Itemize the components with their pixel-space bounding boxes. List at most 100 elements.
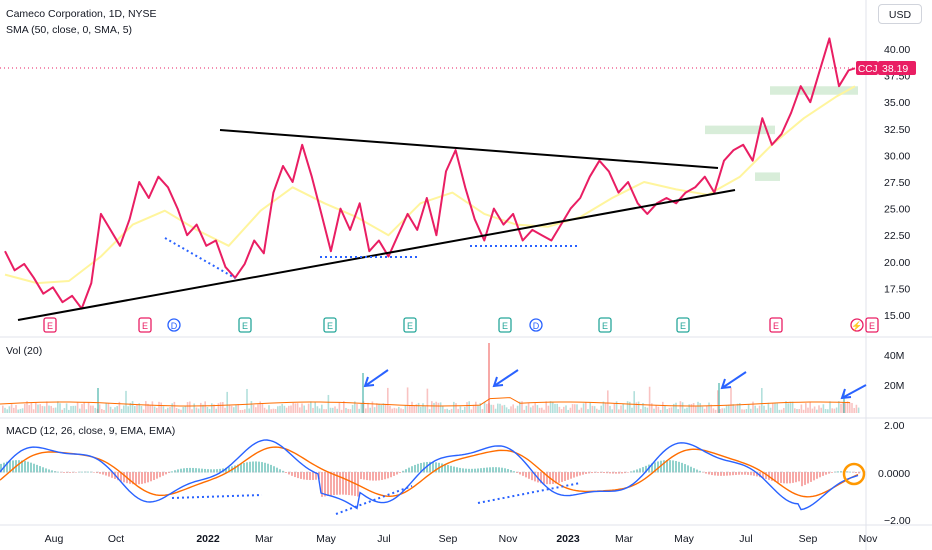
annotation-arrow <box>493 369 519 387</box>
event-badge-earnings_green[interactable]: E <box>676 317 690 333</box>
macd-histogram-bar <box>801 472 803 487</box>
macd-title: MACD (12, 26, close, 9, EMA, EMA) <box>6 425 175 437</box>
volume-bar <box>758 405 761 413</box>
volume-bar <box>532 405 534 413</box>
macd-histogram-bar <box>636 469 638 473</box>
event-badge-earnings_red[interactable]: E <box>138 317 152 333</box>
macd-histogram-bar <box>471 468 473 473</box>
volume-bar <box>809 401 811 413</box>
event-badge-earnings_green[interactable]: E <box>238 317 252 333</box>
macd-histogram-bar <box>786 472 788 484</box>
macd-histogram-bar <box>276 467 278 473</box>
event-badge-earnings_outline[interactable]: E <box>865 317 879 333</box>
volume-bar <box>314 401 316 413</box>
macd-histogram-bar <box>747 472 749 475</box>
volume-bar <box>633 391 635 413</box>
event-badge-earnings_green[interactable]: E <box>403 317 417 333</box>
macd-histogram-bar <box>408 467 410 473</box>
volume-bar <box>631 407 633 413</box>
volume-bar <box>325 409 327 413</box>
price-tick-label: 32.50 <box>884 124 910 136</box>
volume-bar <box>189 401 191 413</box>
event-badges[interactable]: E E D E E E E D E E E ⚡ E <box>43 317 879 333</box>
volume-bar <box>202 404 204 413</box>
macd-histogram-bar <box>519 472 521 475</box>
macd-histogram-bar <box>588 472 590 474</box>
currency-button[interactable]: USD <box>878 4 922 24</box>
macd-histogram-bar <box>717 472 719 476</box>
price-tick-label: 40.00 <box>884 44 910 56</box>
macd-tick-label: −2.00 <box>884 515 911 527</box>
badge-shape <box>850 318 864 332</box>
volume-bar <box>712 408 715 413</box>
volume-bar <box>521 401 523 413</box>
volume-bar <box>475 401 477 413</box>
macd-histogram-bar <box>324 472 326 497</box>
macd-histogram-bar <box>633 470 635 473</box>
volume-bar <box>184 405 187 413</box>
annotation-arrowhead <box>840 388 852 400</box>
macd-histogram-bar <box>219 468 221 473</box>
event-badge-earnings_red[interactable]: E <box>43 317 57 333</box>
badge-shape <box>598 317 612 333</box>
volume-bar <box>464 406 466 413</box>
volume-bar <box>576 404 578 413</box>
event-badge-earnings_green[interactable]: E <box>498 317 512 333</box>
macd-histogram-bar <box>66 472 68 473</box>
price-tick-label: 25.00 <box>884 204 910 216</box>
macd-histogram-bar <box>165 472 167 475</box>
macd-histogram-bar <box>600 472 602 473</box>
volume-bar <box>690 404 693 413</box>
macd-histogram-bar <box>369 472 371 481</box>
demand-zone <box>755 172 780 181</box>
macd-histogram-bar <box>552 472 554 484</box>
macd-histogram-bar <box>435 462 437 473</box>
macd-histogram-bar <box>87 471 89 473</box>
macd-histogram-bar <box>375 472 377 481</box>
volume-bar <box>747 404 750 413</box>
volume-bar <box>233 407 235 413</box>
volume-bar <box>675 402 677 413</box>
macd-histogram-bar <box>132 472 134 485</box>
volume-bar <box>409 405 411 413</box>
volume-bar <box>816 409 818 413</box>
volume-bar <box>499 403 501 413</box>
macd-histogram-bar <box>726 472 728 476</box>
macd-histogram-bar <box>270 464 272 473</box>
volume-bar <box>613 403 616 413</box>
volume-bar <box>8 406 11 413</box>
macd-histogram-bar <box>24 460 26 473</box>
volume-bar <box>167 407 169 413</box>
volume-bar <box>461 409 464 413</box>
badge-letter: E <box>869 321 875 331</box>
event-badge-earnings_green[interactable]: E <box>598 317 612 333</box>
volume-bar <box>61 409 63 413</box>
volume-bar <box>228 404 231 413</box>
event-badge-earnings_green[interactable]: E <box>323 317 337 333</box>
macd-histogram-bar <box>858 472 860 474</box>
volume-bar <box>193 403 195 413</box>
volume-bar <box>327 394 330 413</box>
volume-bar <box>560 409 563 413</box>
volume-bar <box>585 402 587 413</box>
macd-histogram-bar <box>120 472 122 482</box>
volume-bar <box>849 402 851 413</box>
macd-histogram-bar <box>822 472 824 476</box>
volume-bar <box>723 408 726 413</box>
event-badge-earnings_red[interactable]: E <box>769 317 783 333</box>
volume-bar <box>659 409 662 413</box>
volume-bar <box>32 409 35 413</box>
price-tick-label: 15.00 <box>884 310 910 322</box>
macd-histogram-bar <box>441 463 443 473</box>
event-badge-dividend[interactable]: D <box>529 318 543 332</box>
macd-histogram-bar <box>612 472 614 474</box>
macd-histogram-bar <box>513 471 515 473</box>
event-badge-dividend[interactable]: D <box>167 318 181 332</box>
volume-bar <box>567 409 569 413</box>
volume-bar <box>640 409 642 413</box>
event-badge-split[interactable]: ⚡ <box>850 318 864 332</box>
macd-histogram-bar <box>69 472 71 473</box>
volume-bar <box>450 408 453 413</box>
macd-histogram-bar <box>591 472 593 474</box>
